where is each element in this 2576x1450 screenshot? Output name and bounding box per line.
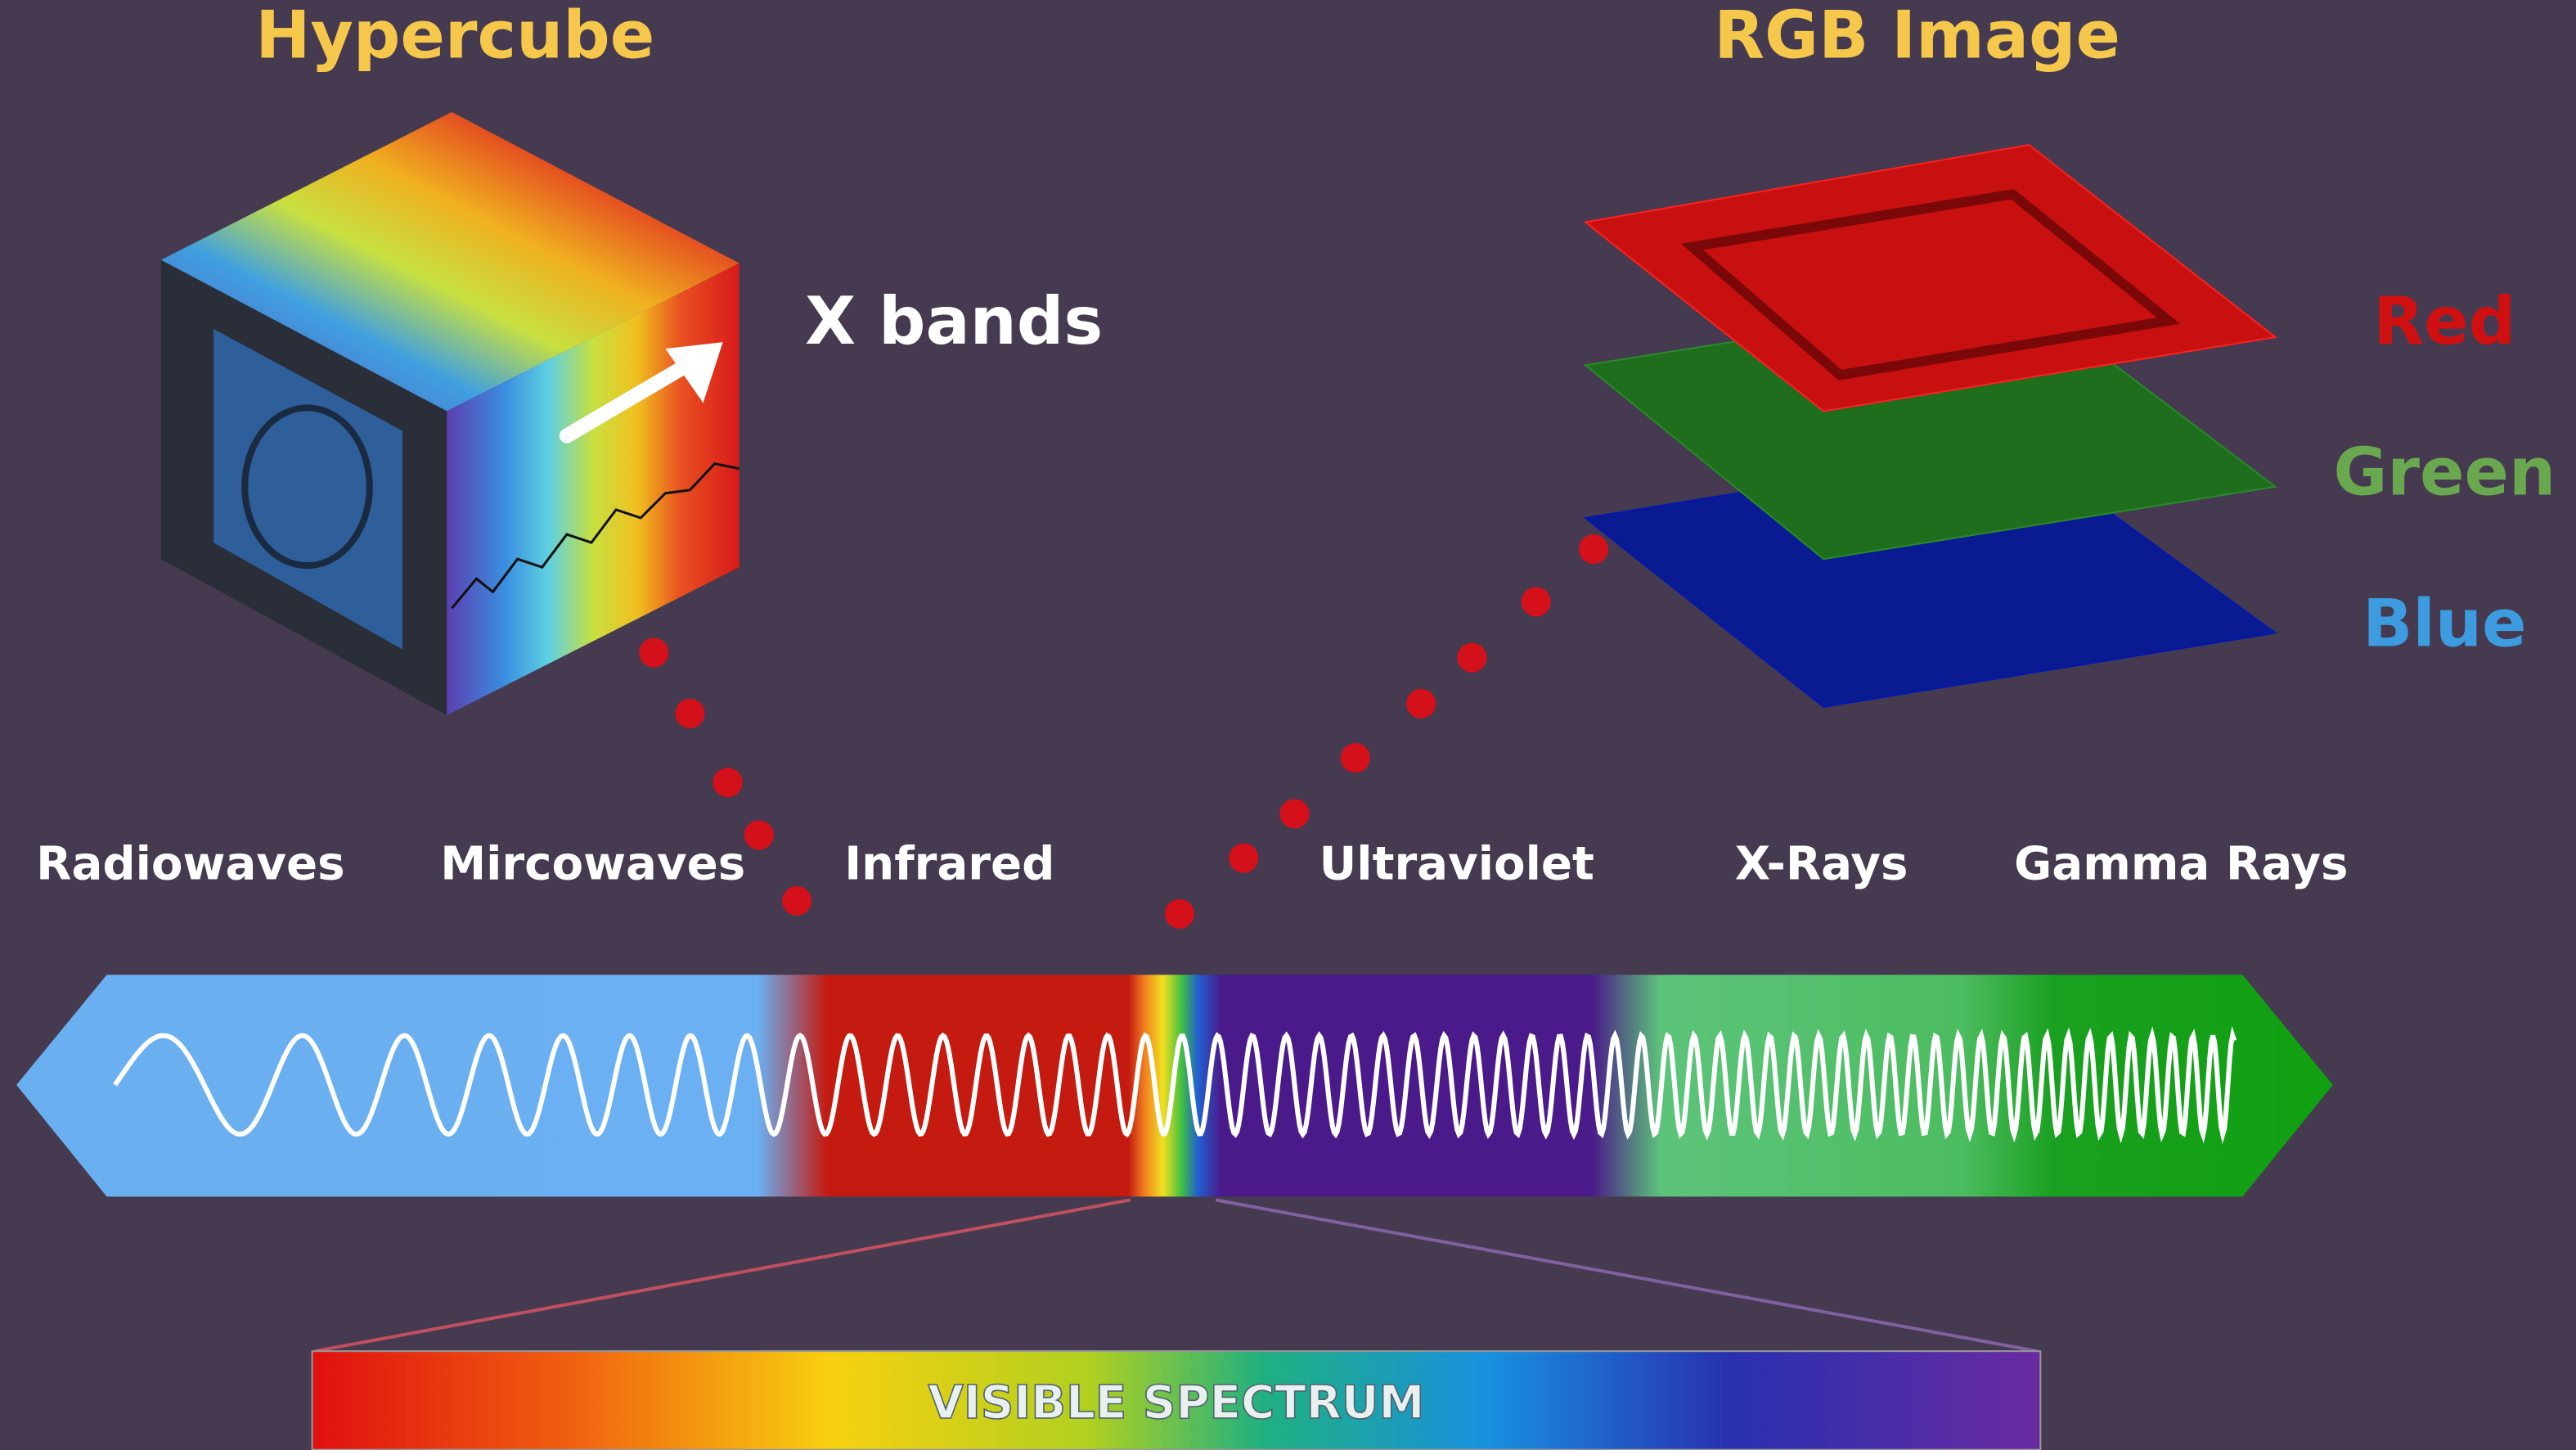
arrow-shaft <box>559 351 706 444</box>
x-bands-label: X bands <box>805 282 1103 359</box>
dot <box>744 820 774 850</box>
dot <box>1578 534 1609 565</box>
dot <box>1164 898 1195 930</box>
zoom-line <box>1215 1198 2038 1353</box>
dotted-connectors <box>639 534 1609 930</box>
channel-label: Green <box>2333 434 2556 511</box>
title: RGB Image <box>1714 0 2120 74</box>
dot <box>1406 688 1436 718</box>
spectrum-label: Gamma Rays <box>2014 837 2348 890</box>
spectrum-label: Infrared <box>844 837 1054 890</box>
channel-label: Red <box>2373 282 2515 359</box>
cube-left-detail <box>241 404 373 570</box>
arrow-head <box>665 342 723 403</box>
dot <box>713 768 743 798</box>
visible-spectrum-bar <box>311 1350 2042 1450</box>
wave <box>113 1026 2237 1145</box>
spectrum-label: Ultraviolet <box>1319 837 1594 890</box>
dot <box>1340 743 1370 773</box>
spectrum-trace <box>451 462 740 610</box>
dot <box>1457 642 1487 673</box>
title: Hypercube <box>255 0 654 74</box>
spectrum-label: Mircowaves <box>440 837 745 890</box>
spectrum-label: X-Rays <box>1735 837 1908 890</box>
dot <box>639 637 669 668</box>
red-layer <box>1583 144 2277 412</box>
dot <box>675 698 705 729</box>
visible-spectrum-label: VISIBLE SPECTRUM <box>928 1376 1424 1430</box>
cube-top-face <box>160 111 740 412</box>
channel-label: Blue <box>2362 584 2526 661</box>
dot <box>1521 587 1551 617</box>
spectrum-label: Radiowaves <box>36 837 344 890</box>
hypercube <box>160 111 740 715</box>
red-layer-detail <box>1680 188 2181 381</box>
zoom-line <box>315 1198 1131 1353</box>
dot <box>1279 799 1310 829</box>
rgb-layers <box>1583 144 2278 708</box>
dot <box>781 885 812 916</box>
dot <box>1229 843 1259 873</box>
